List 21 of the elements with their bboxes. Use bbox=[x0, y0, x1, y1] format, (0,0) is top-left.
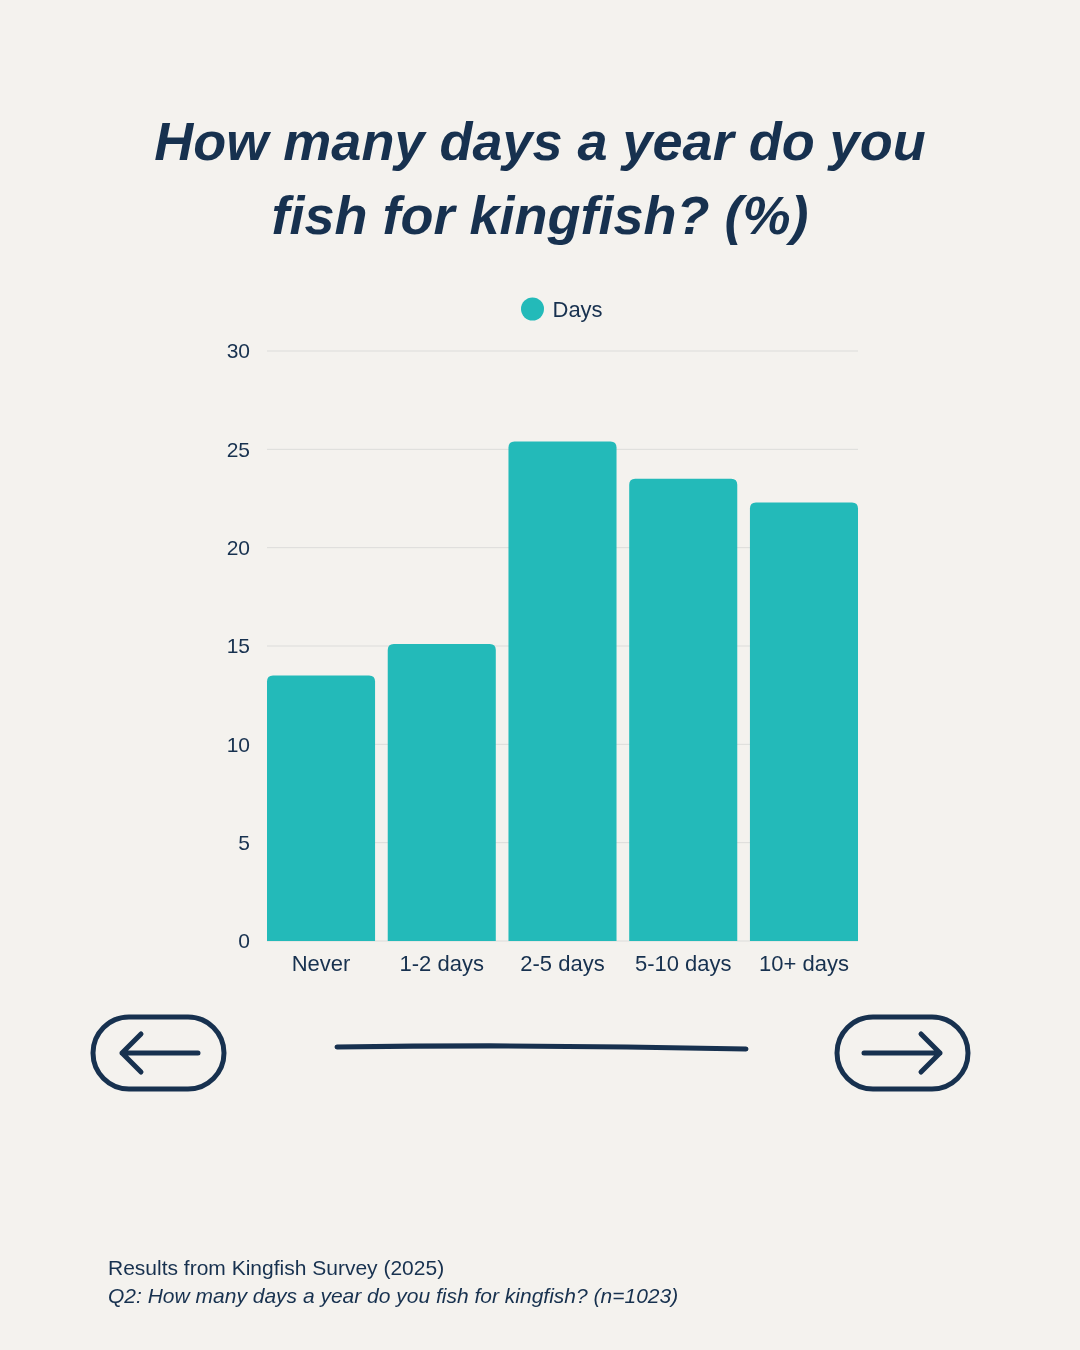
chart-title: How many days a year do you fish for kingfish? (%) bbox=[153, 110, 927, 247]
bar bbox=[629, 478, 738, 941]
bar bbox=[749, 502, 858, 941]
x-tick-label: 5-10 days bbox=[634, 951, 732, 976]
y-tick-label: 5 bbox=[238, 831, 250, 855]
text: Results from Kingfish Survey (2025) bbox=[108, 1255, 445, 1281]
y-tick-label: 25 bbox=[226, 437, 250, 461]
y-tick-label: 20 bbox=[226, 536, 250, 560]
x-tick-label: 1-2 days bbox=[399, 951, 484, 976]
y-tick-label: 10 bbox=[226, 732, 250, 756]
bar bbox=[267, 675, 376, 941]
x-tick-label: Never bbox=[291, 951, 351, 976]
text: Q2: How many days a year do you fish for kingfish? (n=1023) bbox=[108, 1283, 679, 1309]
y-tick-label: 15 bbox=[226, 634, 250, 658]
y-tick-label: 30 bbox=[226, 339, 250, 363]
bar bbox=[387, 644, 496, 941]
x-tick-label: 10+ days bbox=[759, 951, 849, 976]
legend-label: Days bbox=[552, 296, 603, 322]
x-tick-label: 2-5 days bbox=[520, 951, 605, 976]
y-tick-label: 0 bbox=[238, 929, 250, 953]
bar bbox=[508, 441, 617, 941]
